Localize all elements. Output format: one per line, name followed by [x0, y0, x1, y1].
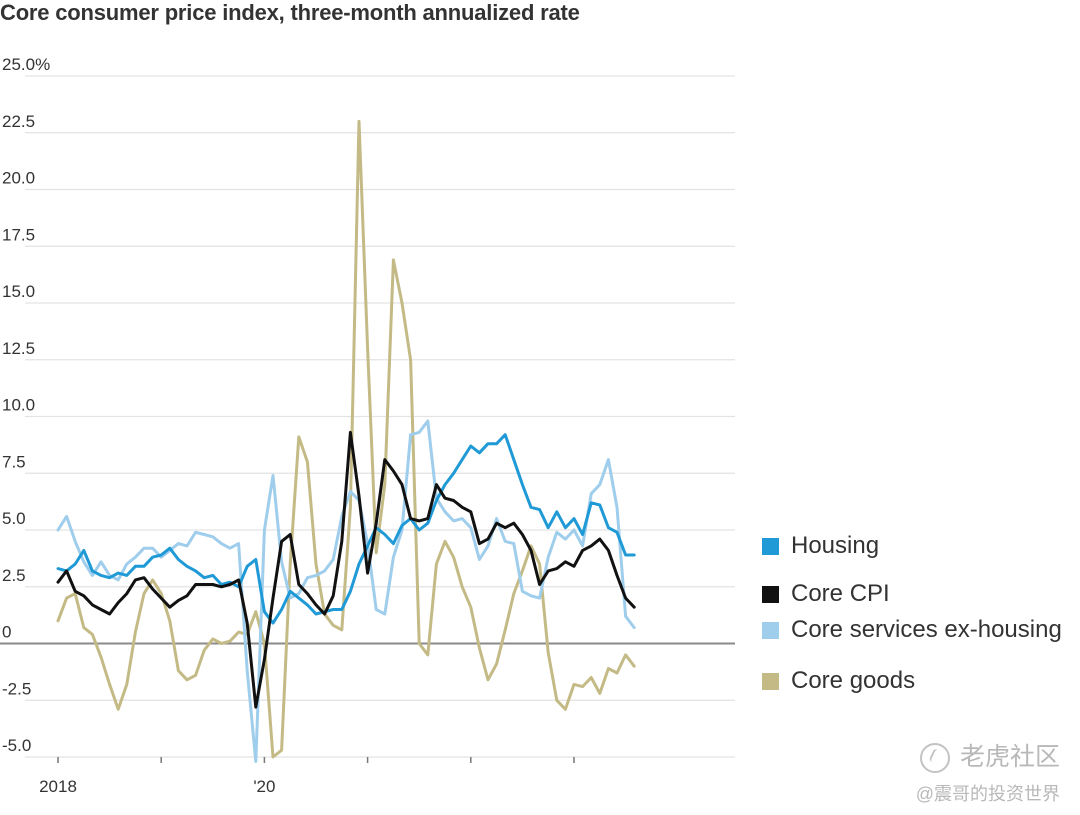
y-tick-label: 17.5 [2, 225, 35, 244]
y-tick-label: 10.0 [2, 396, 35, 415]
grid-lines [0, 75, 735, 758]
y-tick-label: 5.0 [2, 509, 26, 528]
x-tick-label: '20 [253, 777, 275, 796]
legend-swatch-core-services-ex-housing [762, 622, 779, 640]
legend-item-housing: Housing [762, 532, 879, 560]
series-lines [56, 119, 636, 763]
y-tick-label: 0 [2, 623, 11, 642]
y-tick-label: 25.0% [2, 55, 50, 74]
watermark-handle: @震哥的投资世界 [915, 784, 1060, 804]
tiger-logo-icon [919, 743, 950, 774]
y-tick-label: 22.5 [2, 112, 35, 131]
y-tick-label: -2.5 [2, 679, 31, 698]
y-tick-label: 20.0 [2, 169, 35, 188]
legend-item-core-cpi: Core CPI [762, 580, 890, 608]
x-axis-ticks: 2018 '20 [39, 757, 575, 796]
legend-label-core-services-ex-housing: Core services ex-housing [791, 616, 1062, 643]
legend-swatch-core-cpi [762, 586, 779, 604]
series-line-housing [56, 433, 636, 625]
x-tick-label: 2018 [39, 777, 77, 796]
y-tick-label: 15.0 [2, 282, 35, 301]
watermark-logo: 老虎社区 [919, 737, 1060, 774]
legend-label-housing: Housing [791, 532, 880, 559]
legend-swatch-core-goods [762, 673, 779, 691]
y-tick-label: 7.5 [2, 452, 26, 471]
series-line-core-cpi [56, 430, 636, 709]
legend-label-core-cpi: Core CPI [791, 580, 890, 607]
y-tick-label: 12.5 [2, 339, 35, 358]
legend-swatch-housing [762, 538, 779, 556]
y-axis-tick-labels: 25.0% 22.5 20.0 17.5 15.0 12.5 10.0 7.5 5.0 2.5 0 -… [2, 55, 50, 755]
series-line-core-goods [56, 119, 636, 759]
legend-label-core-goods: Core goods [791, 667, 916, 694]
y-tick-label: 2.5 [2, 566, 26, 585]
y-tick-label: -5.0 [2, 736, 31, 755]
legend-item-core-services-ex-housing: Core services ex-housing [762, 616, 1062, 644]
legend-item-core-goods: Core goods [762, 667, 915, 695]
chart-title: Core consumer price index, three-month a… [0, 0, 580, 25]
watermark-logo-text: 老虎社区 [959, 743, 1060, 771]
